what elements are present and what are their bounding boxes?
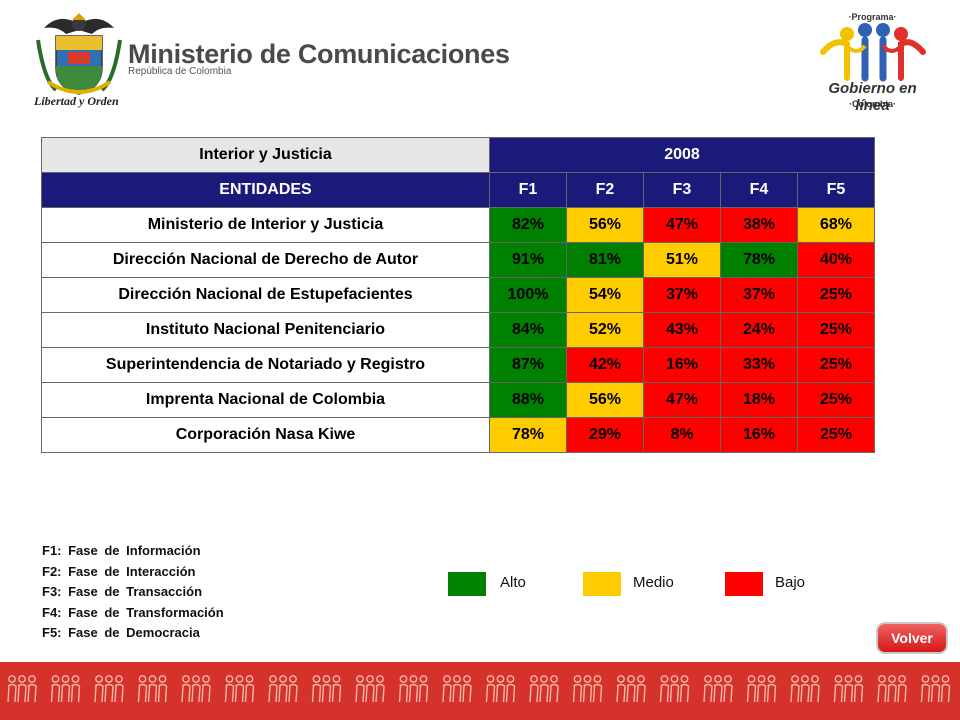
table-header-row-columns: ENTIDADES F1 F2 F3 F4 F5 xyxy=(41,172,875,208)
medio-swatch xyxy=(583,572,621,596)
score-cell-f3: 37% xyxy=(643,277,721,313)
table-row: Instituto Nacional Penitenciario 84% 52% 43… xyxy=(41,312,875,348)
bajo-swatch xyxy=(725,572,763,596)
gobierno-en-linea-logo: ·Programa· Gobierno en línea ·Colombia· xyxy=(815,10,930,114)
ministry-title: Ministerio de Comunicaciones xyxy=(128,39,510,69)
entity-name-cell: Ministerio de Interior y Justicia xyxy=(41,207,490,243)
score-cell-f4: 78% xyxy=(720,242,798,278)
phase-header-f1: F1 xyxy=(489,172,567,208)
score-cell-f5: 68% xyxy=(797,207,875,243)
score-cell-f2: 56% xyxy=(566,382,644,418)
score-cell-f1: 78% xyxy=(489,417,567,453)
phase-header-f3: F3 xyxy=(643,172,721,208)
score-cell-f3: 47% xyxy=(643,207,721,243)
score-cell-f4: 38% xyxy=(720,207,798,243)
entity-name-cell: Imprenta Nacional de Colombia xyxy=(41,382,490,418)
score-cell-f5: 25% xyxy=(797,312,875,348)
group-title-cell: Interior y Justicia xyxy=(41,137,490,173)
entity-name-cell: Corporación Nasa Kiwe xyxy=(41,417,490,453)
year-cell: 2008 xyxy=(489,137,875,173)
score-cell-f2: 29% xyxy=(566,417,644,453)
score-cell-f5: 40% xyxy=(797,242,875,278)
score-cell-f4: 18% xyxy=(720,382,798,418)
phase-header-f4: F4 xyxy=(720,172,798,208)
score-cell-f2: 52% xyxy=(566,312,644,348)
table-row: Imprenta Nacional de Colombia 88% 56% 47% 18… xyxy=(41,382,875,418)
table-header-row-group: Interior y Justicia 2008 xyxy=(41,137,875,173)
entity-name-cell: Dirección Nacional de Estupefacientes xyxy=(41,277,490,313)
score-cell-f4: 37% xyxy=(720,277,798,313)
score-cell-f1: 87% xyxy=(489,347,567,383)
score-cell-f4: 33% xyxy=(720,347,798,383)
motto-text: Libertad y Orden xyxy=(34,94,119,108)
score-cell-f2: 56% xyxy=(566,207,644,243)
score-cell-f2: 81% xyxy=(566,242,644,278)
score-cell-f4: 16% xyxy=(720,417,798,453)
entity-name-cell: Instituto Nacional Penitenciario xyxy=(41,312,490,348)
score-cell-f1: 88% xyxy=(489,382,567,418)
table-row: Corporación Nasa Kiwe 78% 29% 8% 16% 25% xyxy=(41,417,875,453)
program-country: ·Colombia· xyxy=(849,99,896,109)
score-cell-f1: 91% xyxy=(489,242,567,278)
ministry-branding: Ministerio de Comunicaciones República d… xyxy=(128,40,510,77)
phases-legend: F1: Fase de Información F2: Fase de Inte… xyxy=(42,541,224,644)
score-cell-f1: 82% xyxy=(489,207,567,243)
score-cell-f1: 100% xyxy=(489,277,567,313)
entities-header: ENTIDADES xyxy=(41,172,490,208)
coat-of-arms-logo xyxy=(34,10,124,110)
score-cell-f2: 54% xyxy=(566,277,644,313)
program-label: ·Programa· xyxy=(848,12,897,22)
phase-header-f2: F2 xyxy=(566,172,644,208)
score-cell-f3: 16% xyxy=(643,347,721,383)
score-cell-f4: 24% xyxy=(720,312,798,348)
score-cell-f1: 84% xyxy=(489,312,567,348)
table-row: Ministerio de Interior y Justicia 82% 56% 4… xyxy=(41,207,875,243)
phase-f3-label: F3: Fase de Transacción xyxy=(42,584,203,599)
table-row: Dirección Nacional de Estupefacientes 100… xyxy=(41,277,875,313)
score-cell-f3: 8% xyxy=(643,417,721,453)
bajo-label: Bajo xyxy=(775,574,806,591)
footer-people-pattern xyxy=(7,675,951,703)
score-cell-f3: 47% xyxy=(643,382,721,418)
ministry-subtitle: República de Colombia xyxy=(128,66,232,77)
score-cell-f3: 43% xyxy=(643,312,721,348)
phase-f5-label: F5: Fase de Democracia xyxy=(42,625,200,640)
phase-header-f5: F5 xyxy=(797,172,875,208)
score-cell-f3: 51% xyxy=(643,242,721,278)
program-name: Gobierno en línea xyxy=(828,80,917,114)
alto-label: Alto xyxy=(500,574,526,591)
entity-name-cell: Superintendencia de Notariado y Registro xyxy=(41,347,490,383)
score-cell-f5: 25% xyxy=(797,417,875,453)
alto-swatch xyxy=(448,572,486,596)
footer-band xyxy=(0,662,960,720)
phase-f2-label: F2: Fase de Interacción xyxy=(42,563,196,579)
phase-f1-label: F1: Fase de Información xyxy=(42,543,201,558)
volver-button[interactable]: Volver xyxy=(876,622,948,654)
score-cell-f2: 42% xyxy=(566,347,644,383)
score-cell-f5: 25% xyxy=(797,277,875,313)
score-cell-f5: 25% xyxy=(797,347,875,383)
medio-label: Medio xyxy=(633,574,674,591)
table-row: Dirección Nacional de Derecho de Autor 91… xyxy=(41,242,875,278)
table-row: Superintendencia de Notariado y Registro… xyxy=(41,347,875,383)
entities-table: Interior y Justicia 2008 ENTIDADES F1 F2… xyxy=(41,137,875,453)
score-cell-f5: 25% xyxy=(797,382,875,418)
phase-f4-label: F4: Fase de Transformación xyxy=(42,604,224,620)
entity-name-cell: Dirección Nacional de Derecho de Autor xyxy=(41,242,490,278)
